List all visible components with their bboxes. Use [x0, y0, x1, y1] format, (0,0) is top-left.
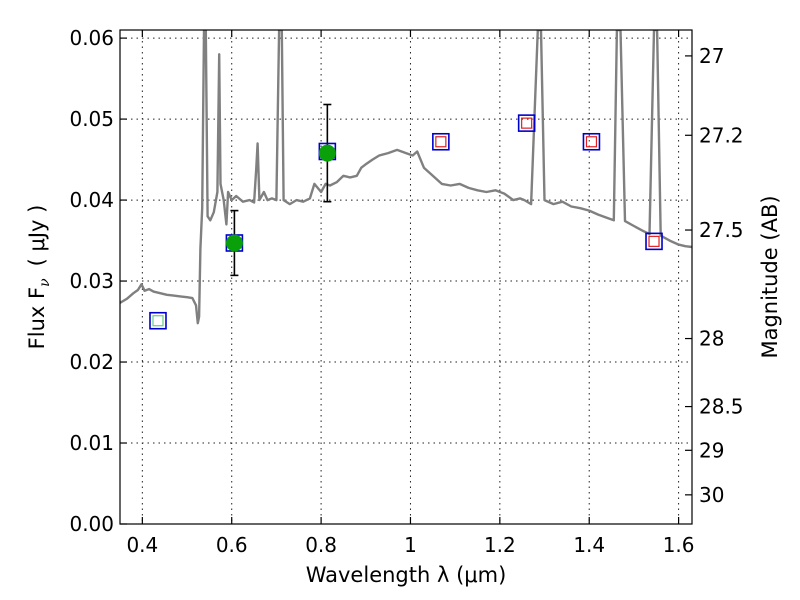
- model-flux-marker: [517, 114, 536, 132]
- y-tick-label: 0.00: [69, 512, 114, 536]
- limit-marker: [521, 117, 533, 129]
- observed-flux-point: [225, 234, 243, 252]
- y-axis-ticks: 0.00 0.01 0.02 0.03 0.04 0.05 0.06: [69, 26, 127, 536]
- y-tick-label: 0.05: [69, 107, 114, 131]
- y-tick-label: 0.03: [69, 269, 114, 293]
- model-flux-marker: [582, 132, 601, 151]
- y-tick-label: 0.06: [69, 26, 114, 50]
- y2-tick-label: 28.5: [699, 395, 744, 419]
- x-tick-label: 0.6: [216, 533, 248, 557]
- plot-area: [120, 30, 692, 330]
- x-axis-ticks: 0.4 0.6 0.8 1 1.2 1.4 1.6: [126, 30, 695, 557]
- limit-marker: [585, 136, 598, 148]
- x-tick-label: 0.4: [126, 533, 158, 557]
- limit-marker: [152, 315, 164, 327]
- y-axis-label-main: Flux F: [25, 287, 49, 349]
- x-tick-label: 1.6: [663, 533, 695, 557]
- observed-flux-point: [318, 144, 336, 162]
- y-tick-label: 0.01: [69, 431, 114, 455]
- grid: [120, 30, 692, 524]
- y2-tick-label: 27.2: [699, 123, 744, 147]
- y-axis-label: Flux Fν ( μJy ): [25, 205, 53, 350]
- y-tick-label: 0.04: [69, 188, 114, 212]
- x-tick-label: 1: [404, 533, 417, 557]
- spectrum-line: [120, 30, 692, 325]
- model-flux-marker: [645, 232, 663, 251]
- y-axis-label-subscript: ν: [37, 278, 53, 287]
- x-tick-label: 0.8: [305, 533, 337, 557]
- y2-tick-label: 27.5: [699, 218, 744, 242]
- model-flux-marker: [149, 311, 167, 330]
- x-axis-label: Wavelength λ (μm): [306, 563, 507, 587]
- y-tick-label: 0.02: [69, 350, 114, 374]
- x-tick-label: 1.2: [484, 533, 516, 557]
- limit-marker: [648, 235, 660, 247]
- y2-axis-label: Magnitude (AB): [758, 195, 782, 358]
- y2-tick-label: 27: [699, 44, 724, 68]
- y-axis-label-unit: ( μJy ): [25, 205, 49, 267]
- x-tick-label: 1.4: [573, 533, 605, 557]
- model-flux-marker: [432, 132, 450, 151]
- plot-frame: [119, 29, 693, 525]
- y2-tick-label: 28: [699, 327, 724, 351]
- limit-marker: [435, 136, 447, 148]
- y2-tick-label: 29: [699, 438, 724, 462]
- y2-tick-label: 30: [699, 483, 724, 507]
- y2-axis-ticks: 27 27.2 27.5 28 28.5 29 30: [685, 44, 744, 507]
